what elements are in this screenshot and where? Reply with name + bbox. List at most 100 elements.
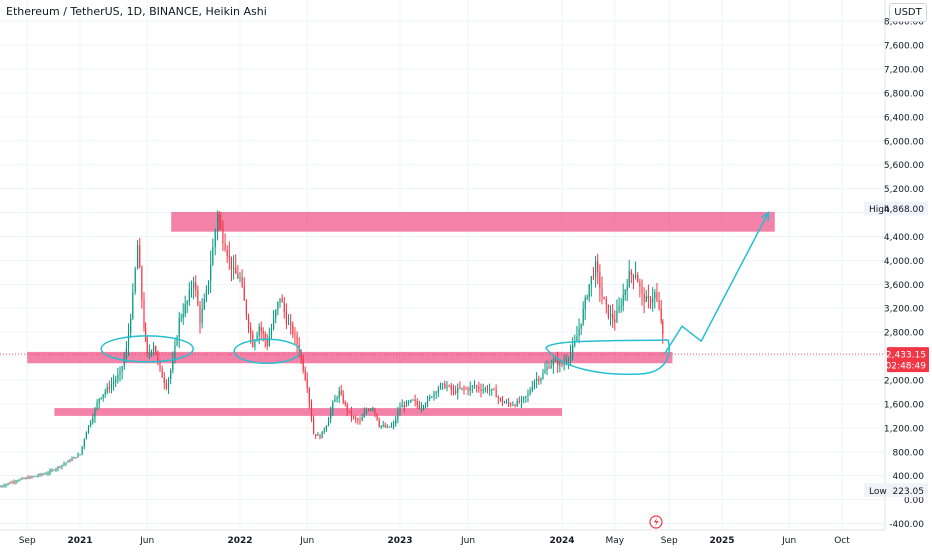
candle-body — [588, 284, 590, 298]
current-price-value: 2,433.15 — [886, 351, 926, 361]
candle-body — [241, 277, 243, 287]
candle-body — [408, 401, 410, 403]
candle-body — [565, 361, 567, 363]
zone-rect-1 — [171, 211, 775, 232]
candle-body — [455, 390, 457, 393]
candle-body — [190, 287, 193, 291]
candle-body — [134, 269, 136, 292]
candle-body — [444, 383, 446, 389]
candle-body — [512, 404, 514, 406]
candle-body — [302, 358, 304, 371]
candle-body — [643, 293, 645, 302]
price-axis-label: 6,000.00 — [884, 137, 924, 147]
candle-body — [35, 475, 37, 477]
candle-body — [620, 305, 622, 307]
candle-body — [363, 412, 365, 418]
candle-body — [457, 387, 459, 393]
projection-path — [663, 212, 770, 355]
candle-body — [380, 425, 382, 427]
candle-body — [542, 373, 544, 379]
candle-body — [83, 439, 85, 447]
candle-body — [210, 265, 212, 281]
price-axis-label: 2,000.00 — [884, 377, 924, 387]
candle-body — [222, 228, 224, 244]
price-axis-label: 7,600.00 — [884, 42, 924, 52]
candle-body — [497, 397, 499, 399]
candle-body — [165, 382, 167, 389]
candle-body — [65, 462, 67, 464]
candle-body — [493, 388, 495, 390]
candle-body — [370, 408, 372, 411]
candle-body — [108, 386, 110, 389]
candle-body — [580, 323, 582, 329]
candle-body — [37, 475, 39, 477]
candle-body — [635, 274, 637, 278]
candle-body — [220, 220, 222, 229]
candle-body — [1, 486, 3, 488]
candle-body — [338, 390, 340, 398]
candle-body — [416, 401, 418, 406]
candle-body — [429, 396, 431, 400]
candle-body — [47, 473, 49, 475]
candle-body — [469, 386, 471, 391]
candle-body — [412, 399, 414, 401]
candle-body — [523, 397, 525, 399]
candle-body — [296, 335, 298, 345]
candle-body — [346, 404, 348, 411]
candle-body — [201, 309, 203, 324]
candle-body — [172, 359, 174, 371]
candle-body — [563, 362, 565, 366]
candle-body — [622, 295, 624, 306]
candle-body — [461, 387, 463, 389]
candle-body — [491, 388, 493, 391]
projection-arrow-head — [760, 211, 770, 222]
candle-body — [55, 468, 57, 471]
time-axis-label: 2024 — [549, 536, 574, 546]
candle-body — [357, 419, 359, 421]
candle-body — [150, 350, 153, 353]
candle-body — [403, 405, 405, 407]
candle-body — [132, 291, 134, 318]
candle-body — [0, 486, 1, 488]
candle-body — [336, 397, 338, 400]
time-axis-label: Jun — [139, 536, 154, 546]
price-axis-label: 8,000.00 — [884, 18, 924, 28]
current-price-tag — [887, 347, 929, 373]
candle-body — [582, 308, 584, 324]
candle-body — [340, 390, 342, 395]
candle-body — [174, 345, 176, 360]
candle-body — [71, 458, 73, 461]
candle-body — [641, 286, 643, 294]
event-lightning-icon[interactable] — [649, 515, 663, 529]
candle-body — [283, 302, 285, 313]
candle-body — [235, 267, 237, 274]
candle-body — [287, 322, 290, 325]
price-axis-label: -400.00 — [889, 520, 924, 530]
symbol-legend-title[interactable]: Ethereum / TetherUS, 1D, BINANCE, Heikin… — [6, 5, 267, 18]
candle-body — [130, 317, 132, 333]
candle-body — [527, 394, 529, 397]
candle-body — [384, 425, 386, 428]
candle-body — [247, 316, 250, 328]
time-axis-label: 2025 — [709, 536, 734, 546]
candle-body — [141, 267, 143, 301]
candle-body — [230, 256, 233, 269]
candle-body — [365, 410, 367, 413]
time-axis-label: Jun — [781, 536, 796, 546]
candle-body — [11, 481, 13, 484]
candle-body — [595, 261, 597, 277]
candle-body — [100, 397, 102, 399]
candle-body — [146, 338, 148, 354]
candle-body — [226, 250, 228, 257]
currency-selector-button[interactable]: USDT — [889, 3, 927, 22]
candle-body — [121, 366, 123, 372]
candle-body — [601, 288, 603, 297]
candle-body — [270, 328, 273, 337]
candle-body — [616, 310, 618, 323]
candle-body — [401, 405, 403, 408]
candle-body — [424, 404, 427, 407]
candle-body — [516, 400, 518, 406]
candle-body — [630, 271, 632, 275]
